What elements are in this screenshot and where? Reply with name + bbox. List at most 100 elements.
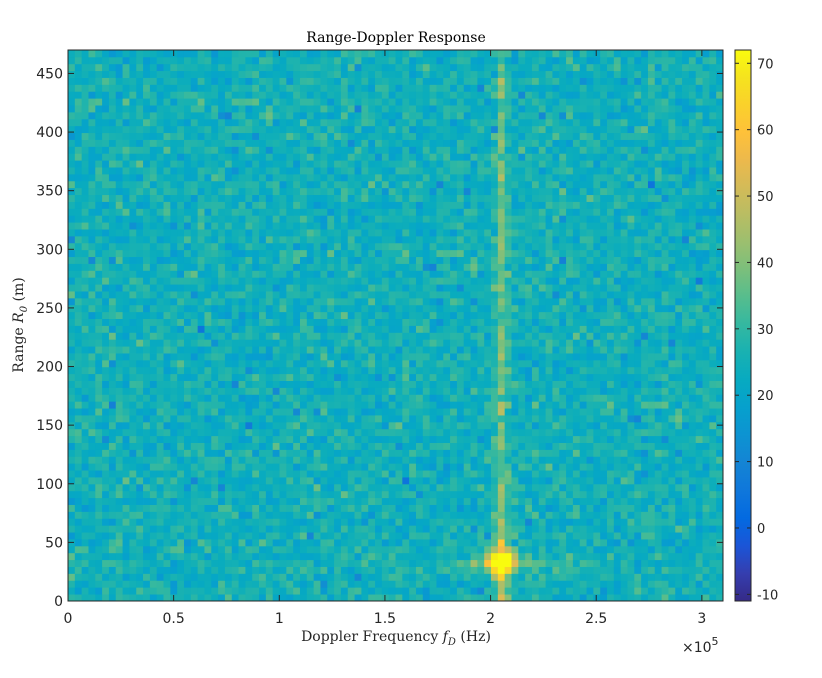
heatmap-cell	[415, 442, 424, 450]
heatmap-cell	[525, 435, 533, 443]
heatmap-cell	[306, 435, 315, 443]
heatmap-cell	[600, 428, 608, 437]
heatmap-cell	[313, 594, 321, 602]
heatmap-cell	[81, 580, 89, 588]
heatmap-cell	[265, 325, 274, 333]
heatmap-cell	[218, 566, 226, 574]
heatmap-cell	[375, 428, 383, 437]
heatmap-cell	[388, 511, 396, 519]
heatmap-cell	[183, 256, 192, 264]
heatmap-cell	[511, 380, 519, 388]
heatmap-cell	[218, 456, 226, 464]
heatmap-cell	[456, 325, 465, 333]
heatmap-cell	[504, 483, 512, 492]
heatmap-cell	[518, 552, 526, 561]
heatmap-cell	[108, 346, 117, 354]
heatmap-cell	[415, 394, 424, 402]
heatmap-cell	[68, 242, 76, 251]
heatmap-cell	[456, 573, 465, 581]
heatmap-cell	[415, 256, 424, 264]
heatmap-cell	[668, 242, 676, 251]
heatmap-cell	[81, 366, 89, 375]
heatmap-cell	[381, 387, 390, 395]
heatmap-cell	[518, 353, 526, 361]
heatmap-cell	[511, 594, 519, 602]
heatmap-cell	[259, 366, 267, 375]
heatmap-cell	[422, 415, 431, 423]
heatmap-cell	[579, 573, 587, 581]
heatmap-cell	[190, 442, 199, 450]
heatmap-cell	[668, 359, 676, 368]
heatmap-cell	[340, 580, 349, 588]
heatmap-cell	[375, 587, 383, 595]
heatmap-cell	[143, 470, 151, 478]
heatmap-cell	[231, 545, 239, 554]
heatmap-cell	[108, 566, 117, 574]
heatmap-cell	[88, 483, 96, 492]
heatmap-cell	[340, 297, 349, 306]
heatmap-cell	[491, 587, 499, 595]
heatmap-cell	[613, 291, 622, 299]
heatmap-cell	[627, 277, 635, 285]
heatmap-cell	[245, 525, 253, 533]
heatmap-cell	[177, 339, 185, 347]
heatmap-cell	[463, 297, 471, 306]
heatmap-cell	[279, 463, 287, 471]
heatmap-cell	[443, 470, 451, 478]
heatmap-cell	[354, 518, 362, 526]
heatmap-cell	[108, 545, 117, 554]
heatmap-cell	[545, 373, 553, 381]
heatmap-cell	[136, 559, 144, 567]
heatmap-cell	[654, 415, 662, 423]
heatmap-cell	[381, 332, 390, 340]
heatmap-cell	[429, 249, 437, 258]
heatmap-cell	[252, 394, 260, 402]
heatmap-cell	[716, 339, 724, 347]
heatmap-cell	[68, 353, 76, 361]
heatmap-cell	[293, 511, 301, 519]
heatmap-cell	[347, 490, 355, 499]
heatmap-cell	[668, 353, 676, 361]
heatmap-cell	[190, 284, 199, 292]
heatmap-cell	[279, 408, 287, 416]
heatmap-cell	[136, 346, 144, 354]
heatmap-cell	[688, 277, 697, 285]
heatmap-cell	[654, 270, 662, 278]
heatmap-cell	[361, 449, 369, 457]
heatmap-cell	[409, 270, 417, 278]
heatmap-cell	[388, 573, 396, 581]
heatmap-cell	[334, 284, 342, 292]
heatmap-cell	[334, 428, 342, 437]
heatmap-cell	[443, 539, 451, 547]
heatmap-cell	[122, 456, 130, 464]
heatmap-cell	[224, 242, 233, 251]
heatmap-cell	[177, 580, 185, 588]
heatmap-cell	[586, 456, 594, 464]
heatmap-cell	[286, 339, 294, 347]
heatmap-cell	[265, 249, 274, 258]
heatmap-cell	[177, 559, 185, 567]
heatmap-cell	[74, 545, 83, 554]
heatmap-cell	[572, 483, 581, 492]
heatmap-cell	[272, 483, 280, 492]
heatmap-cell	[156, 380, 164, 388]
heatmap-cell	[525, 366, 533, 375]
heatmap-cell	[368, 270, 376, 278]
heatmap-cell	[252, 401, 260, 409]
heatmap-cell	[204, 353, 212, 361]
heatmap-cell	[204, 332, 212, 340]
heatmap-cell	[511, 532, 519, 540]
heatmap-cell	[470, 421, 478, 430]
heatmap-cell	[654, 325, 662, 333]
heatmap-cell	[238, 477, 246, 485]
heatmap-cell	[170, 573, 178, 581]
heatmap-cell	[422, 311, 431, 320]
heatmap-cell	[586, 525, 594, 533]
heatmap-cell	[668, 256, 676, 264]
heatmap-cell	[183, 249, 192, 258]
heatmap-cell	[272, 373, 280, 381]
heatmap-cell	[443, 373, 451, 381]
heatmap-cell	[593, 483, 601, 492]
heatmap-cell	[607, 291, 615, 299]
heatmap-cell	[129, 297, 137, 306]
